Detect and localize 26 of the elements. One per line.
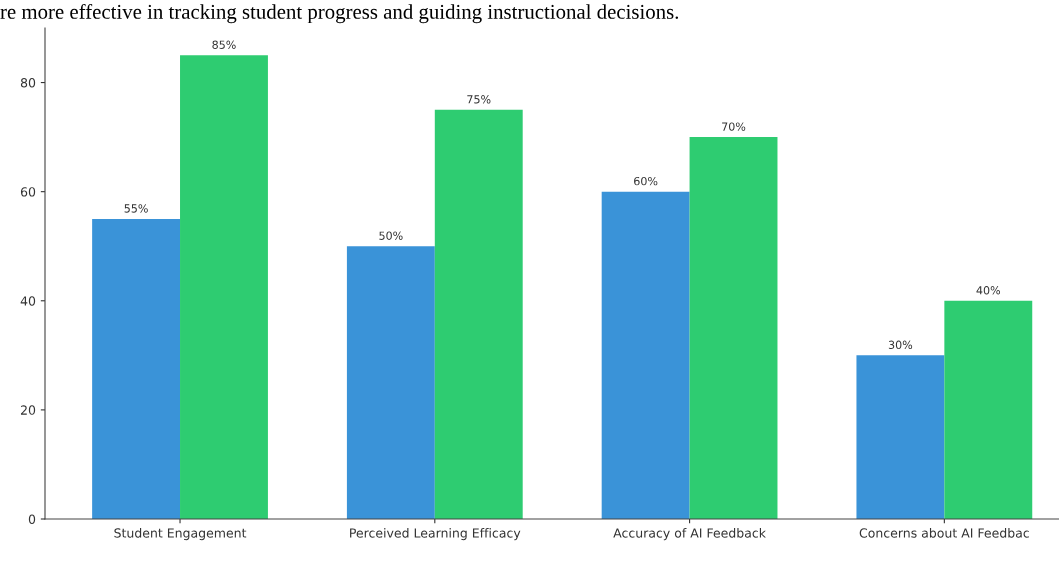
data-label: 75% — [467, 95, 491, 104]
bar — [601, 191, 690, 519]
data-label: 50% — [379, 231, 403, 240]
data-label: 85% — [212, 40, 236, 49]
y-tick-label: 0 — [28, 514, 36, 524]
bar — [856, 355, 945, 519]
bar — [434, 109, 523, 519]
y-tick-label: 40 — [20, 296, 36, 306]
x-tick-label: Accuracy of AI Feedback — [613, 528, 766, 541]
bar — [689, 137, 778, 519]
x-tick-label: Concerns about AI Feedbac — [859, 528, 1029, 538]
bar — [180, 55, 268, 519]
data-label: 60% — [634, 176, 658, 186]
bar — [92, 218, 181, 519]
data-label: 55% — [124, 204, 148, 213]
text: re more effective in tracking student progress and guiding instructional decisions. — [0, 4, 679, 24]
x-tick-label: Perceived Learning Efficacy — [350, 528, 521, 541]
x-tick-label: Student Engagement — [114, 528, 247, 541]
data-label: 30% — [888, 340, 913, 350]
bar — [944, 300, 1033, 519]
data-label: 40% — [976, 286, 1001, 295]
y-tick-label: 80 — [20, 78, 36, 88]
bar — [346, 246, 435, 519]
y-tick-label: 60 — [20, 187, 36, 197]
data-label: 70% — [722, 122, 746, 131]
y-tick-label: 20 — [20, 405, 36, 415]
